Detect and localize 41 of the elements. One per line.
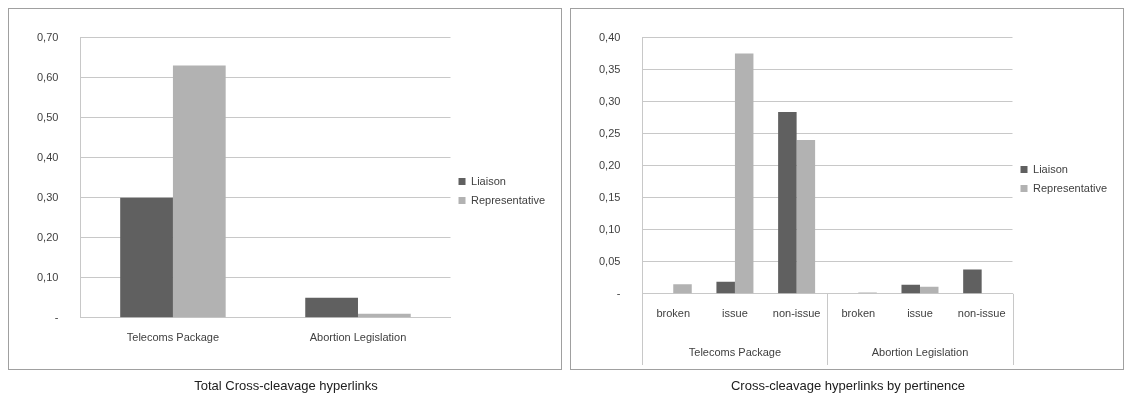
y-tick-label: 0,10 (598, 222, 621, 235)
bar (120, 197, 173, 318)
bar (305, 297, 358, 318)
bar (734, 53, 754, 294)
y-tick-label: 0,15 (598, 190, 621, 203)
y-tick-label: 0,20 (36, 230, 59, 243)
bar (172, 65, 226, 318)
y-tick-label: 0,70 (36, 30, 59, 43)
text: Abortion Legislation (871, 346, 969, 359)
y-tick-label: 0,30 (36, 190, 59, 203)
legend-label: Representative (1033, 181, 1108, 194)
y-tick-label: 0,60 (36, 70, 59, 83)
x-tick-label: broken (656, 307, 691, 320)
y-tick-label: 0,40 (36, 150, 59, 163)
y-tick-label: 0,35 (598, 62, 621, 75)
text: Cross-cleavage hyperlinks by pertinence (729, 378, 967, 393)
y-tick-label: 0,10 (36, 270, 59, 283)
text: Telecoms Package (688, 346, 782, 359)
x-tick-label: non-issue (957, 307, 1006, 320)
x-tick-label: non-issue (772, 307, 821, 320)
bar (963, 269, 982, 294)
y-tick-label: 0,30 (598, 94, 621, 107)
legend-label: Liaison (471, 174, 506, 187)
y-tick-label: 0,50 (36, 110, 59, 123)
text: Total Cross-cleavage hyperlinks (193, 378, 379, 393)
y-tick-label: - (616, 286, 621, 299)
y-tick-label: 0,20 (598, 158, 621, 171)
bar (673, 284, 692, 294)
bar (778, 111, 797, 294)
bar (796, 140, 816, 294)
bar (901, 284, 920, 294)
y-tick-label: 0,40 (598, 30, 621, 43)
y-tick-label: 0,05 (598, 254, 621, 267)
x-tick-label: broken (841, 307, 876, 320)
y-tick-label: 0,25 (598, 126, 621, 139)
bar (716, 281, 735, 294)
x-tick-label: issue (722, 307, 748, 320)
x-tick-label: issue (907, 307, 933, 320)
legend-label: Representative (471, 193, 546, 206)
y-tick-label: - (54, 310, 59, 323)
legend-label: Liaison (1033, 162, 1068, 175)
